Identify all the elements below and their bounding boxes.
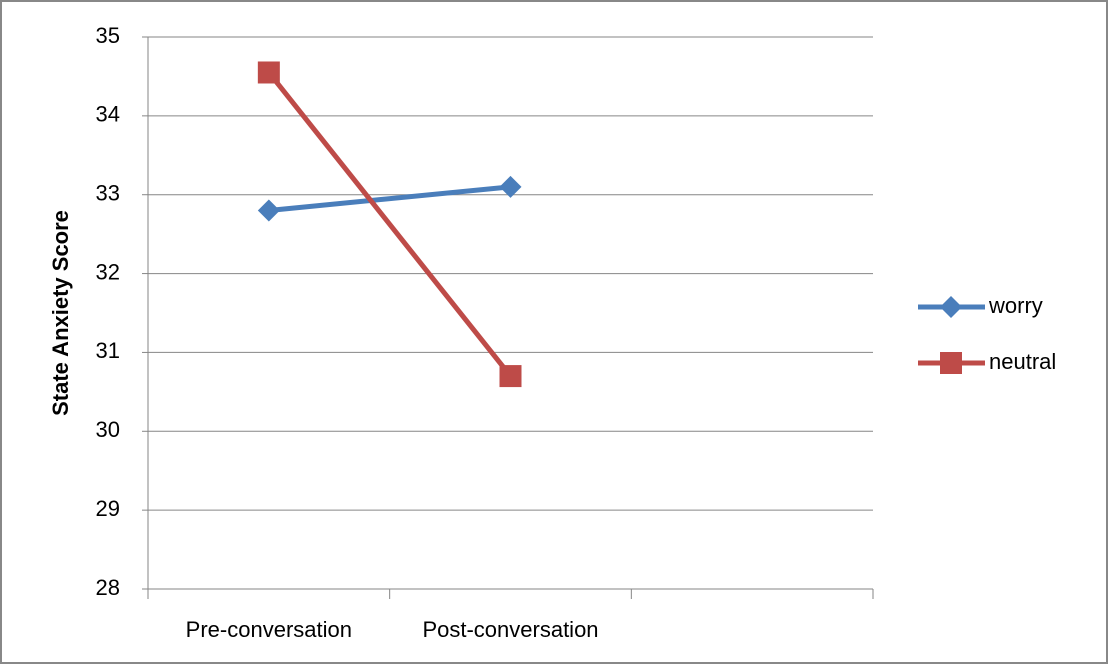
data-point: [499, 175, 522, 198]
x-tick-label: Post-conversation: [422, 617, 598, 642]
y-tick-label: 35: [96, 23, 120, 48]
legend-label: neutral: [989, 349, 1056, 374]
y-tick-label: 33: [96, 181, 120, 206]
data-point: [257, 61, 280, 84]
y-axis-label: State Anxiety Score: [48, 210, 73, 416]
legend-marker: [940, 296, 962, 318]
y-tick-label: 31: [96, 338, 120, 363]
y-tick-label: 34: [96, 102, 120, 127]
legend-label: worry: [988, 293, 1043, 318]
legend-marker: [940, 352, 962, 374]
y-tick-label: 30: [96, 417, 120, 442]
series-line: [266, 70, 513, 378]
y-tick-label: 29: [96, 496, 120, 521]
y-tick-label: 32: [96, 259, 120, 284]
y-tick-label: 28: [96, 575, 120, 600]
data-point: [499, 365, 522, 388]
data-point: [257, 199, 280, 222]
x-tick-label: Pre-conversation: [186, 617, 352, 642]
series-line: [268, 184, 511, 213]
